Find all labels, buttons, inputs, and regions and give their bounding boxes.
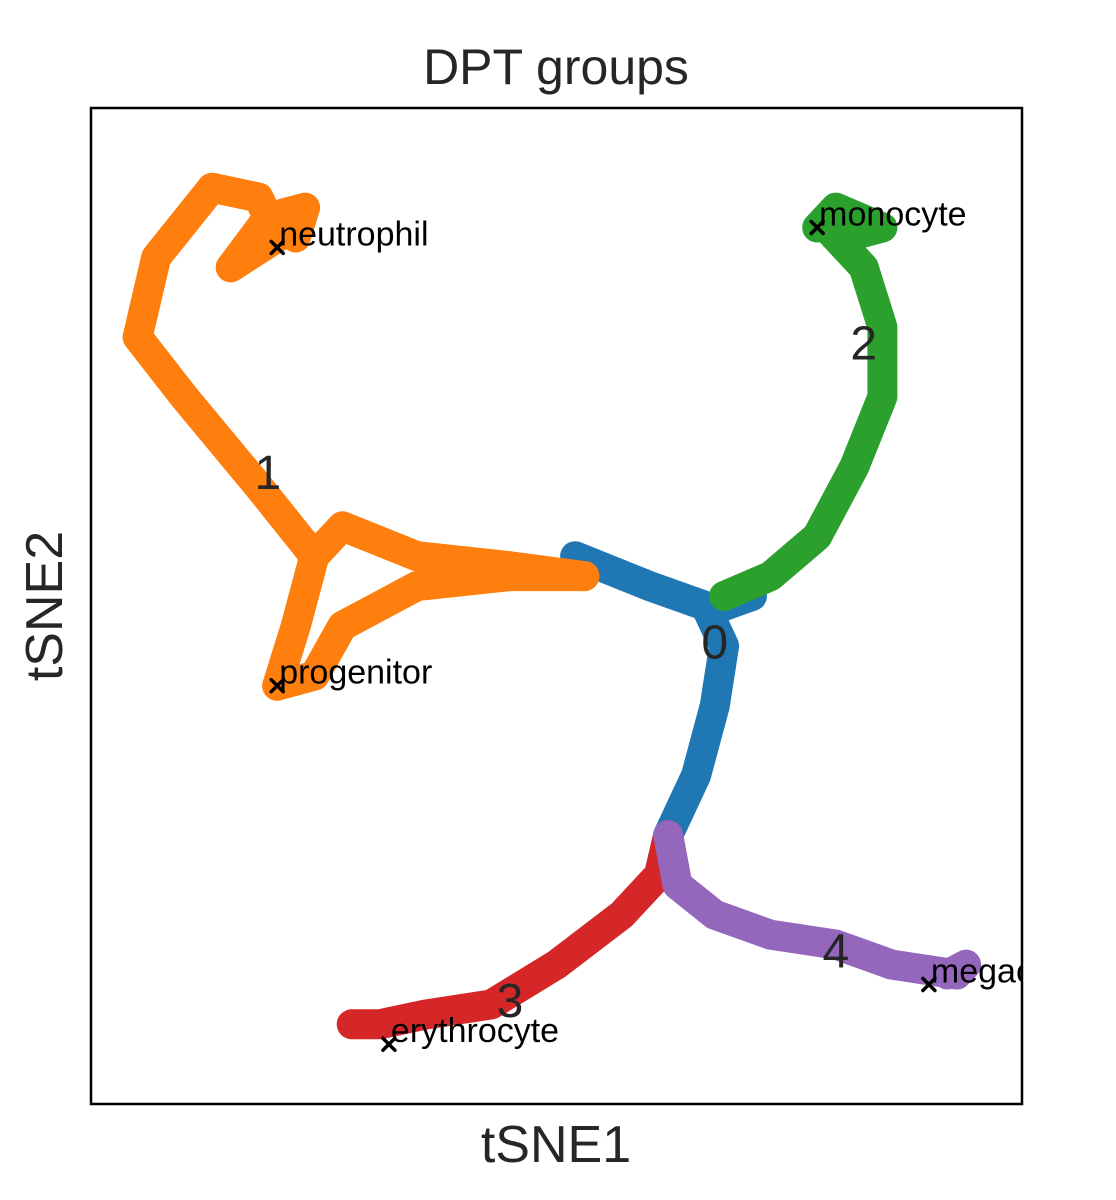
branch-group-1-3 [262, 561, 600, 701]
group-label-2: 2 [850, 318, 877, 371]
plot-area: 0 1 2 3 4 neutrophil monocyte progenitor erythr… [122, 172, 1116, 1052]
marker-monocyte [809, 219, 825, 236]
marker-neutrophil [269, 239, 285, 256]
group-label-4: 4 [822, 925, 849, 978]
branches [122, 172, 982, 1040]
marker-erythrocyte [381, 1036, 397, 1052]
label-megacaryocyte: megacaryocyte [931, 952, 1116, 990]
label-erythrocyte: erythrocyte [391, 1012, 559, 1050]
group-labels: 0 1 2 3 4 [255, 318, 878, 1028]
label-progenitor: progenitor [279, 654, 432, 692]
plot-frame [89, 106, 1024, 1106]
branch-group-4-7 [653, 820, 982, 990]
branch-group-0-0 [560, 541, 740, 851]
group-label-3: 3 [497, 975, 524, 1028]
label-neutrophil: neutrophil [279, 215, 428, 253]
x-axis-label: tSNE1 [481, 1116, 631, 1174]
branch-group-3-6 [336, 820, 684, 1040]
marker-progenitor [269, 677, 285, 694]
group-label-1: 1 [255, 447, 282, 500]
cell-type-markers: neutrophil monocyte progenitor erythrocyte m… [269, 196, 1116, 1052]
group-label-0: 0 [701, 617, 728, 670]
label-monocyte: monocyte [819, 196, 966, 234]
y-axis-label: tSNE2 [16, 531, 74, 681]
branch-group-2-5 [709, 192, 898, 611]
branch-group-1-4 [122, 172, 330, 572]
marker-megacaryocyte [921, 976, 937, 993]
chart-title: DPT groups [423, 39, 689, 95]
